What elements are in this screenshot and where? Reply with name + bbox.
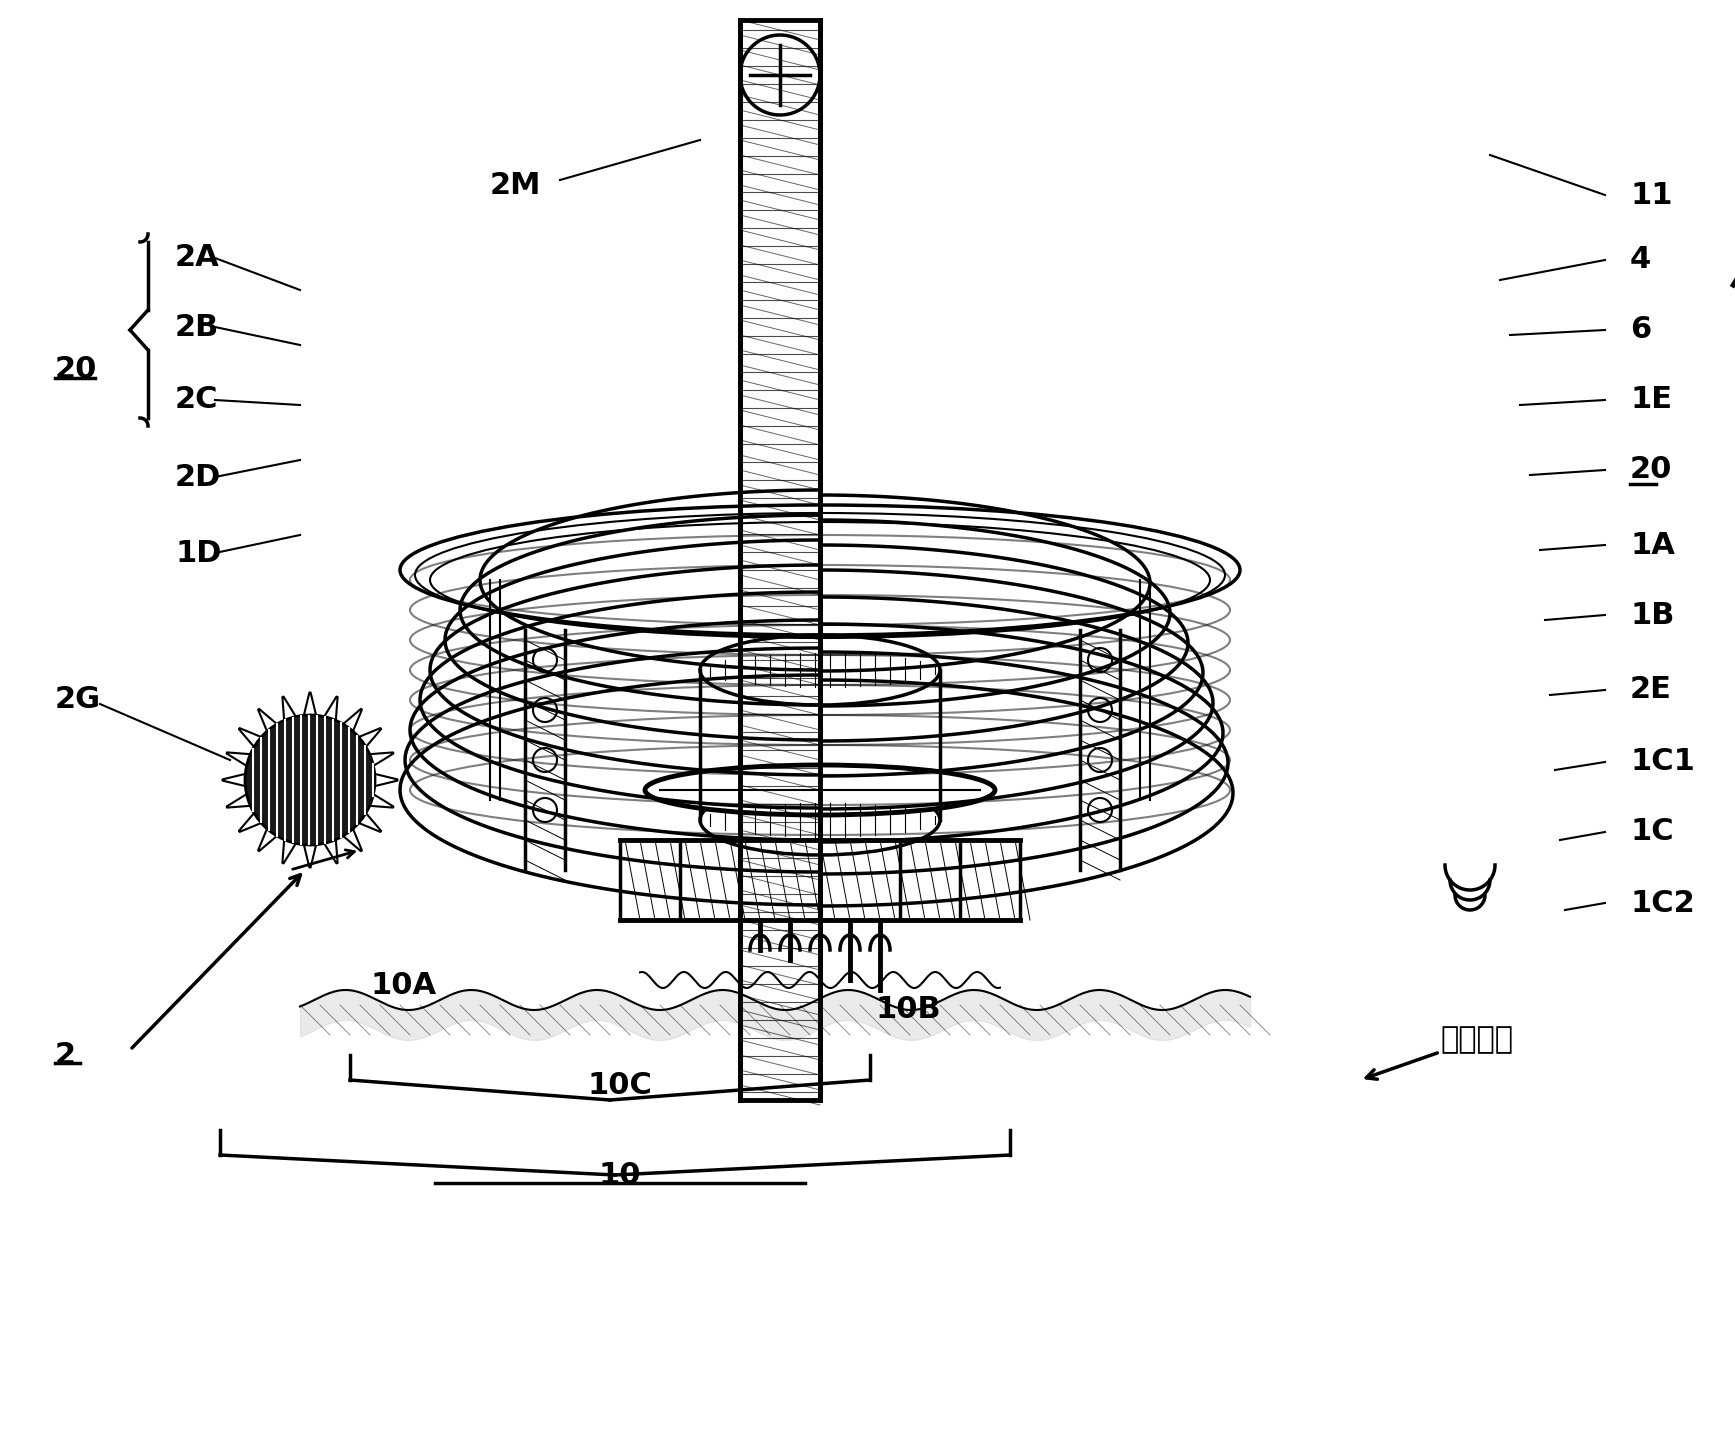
Text: 20: 20 [56,356,97,385]
Text: 1C2: 1C2 [1629,888,1695,917]
Text: 10: 10 [599,1161,642,1190]
Text: 2G: 2G [56,686,101,715]
Text: 2M: 2M [489,171,541,199]
Text: 2: 2 [56,1040,76,1069]
Text: 1B: 1B [1629,600,1674,630]
Text: 可动方向: 可动方向 [1440,1026,1513,1055]
Text: 11: 11 [1629,181,1673,210]
Text: 10C: 10C [588,1071,652,1099]
Text: 2C: 2C [175,386,219,415]
Text: 20: 20 [1629,455,1673,485]
Text: 1A: 1A [1629,531,1674,560]
Text: 1E: 1E [1629,386,1673,415]
Circle shape [245,715,375,845]
Text: 1C: 1C [1629,818,1674,847]
Text: 4: 4 [1629,245,1652,274]
Text: 1C1: 1C1 [1629,748,1695,776]
Text: 6: 6 [1629,316,1652,344]
Text: 2A: 2A [175,244,220,273]
Text: 1D: 1D [175,538,222,567]
Text: 2B: 2B [175,313,219,342]
Text: 10B: 10B [874,996,940,1025]
Ellipse shape [645,765,994,815]
Text: 2D: 2D [175,462,222,492]
Text: 2E: 2E [1629,676,1673,705]
Text: 10A: 10A [370,970,435,1000]
FancyBboxPatch shape [741,20,821,1101]
